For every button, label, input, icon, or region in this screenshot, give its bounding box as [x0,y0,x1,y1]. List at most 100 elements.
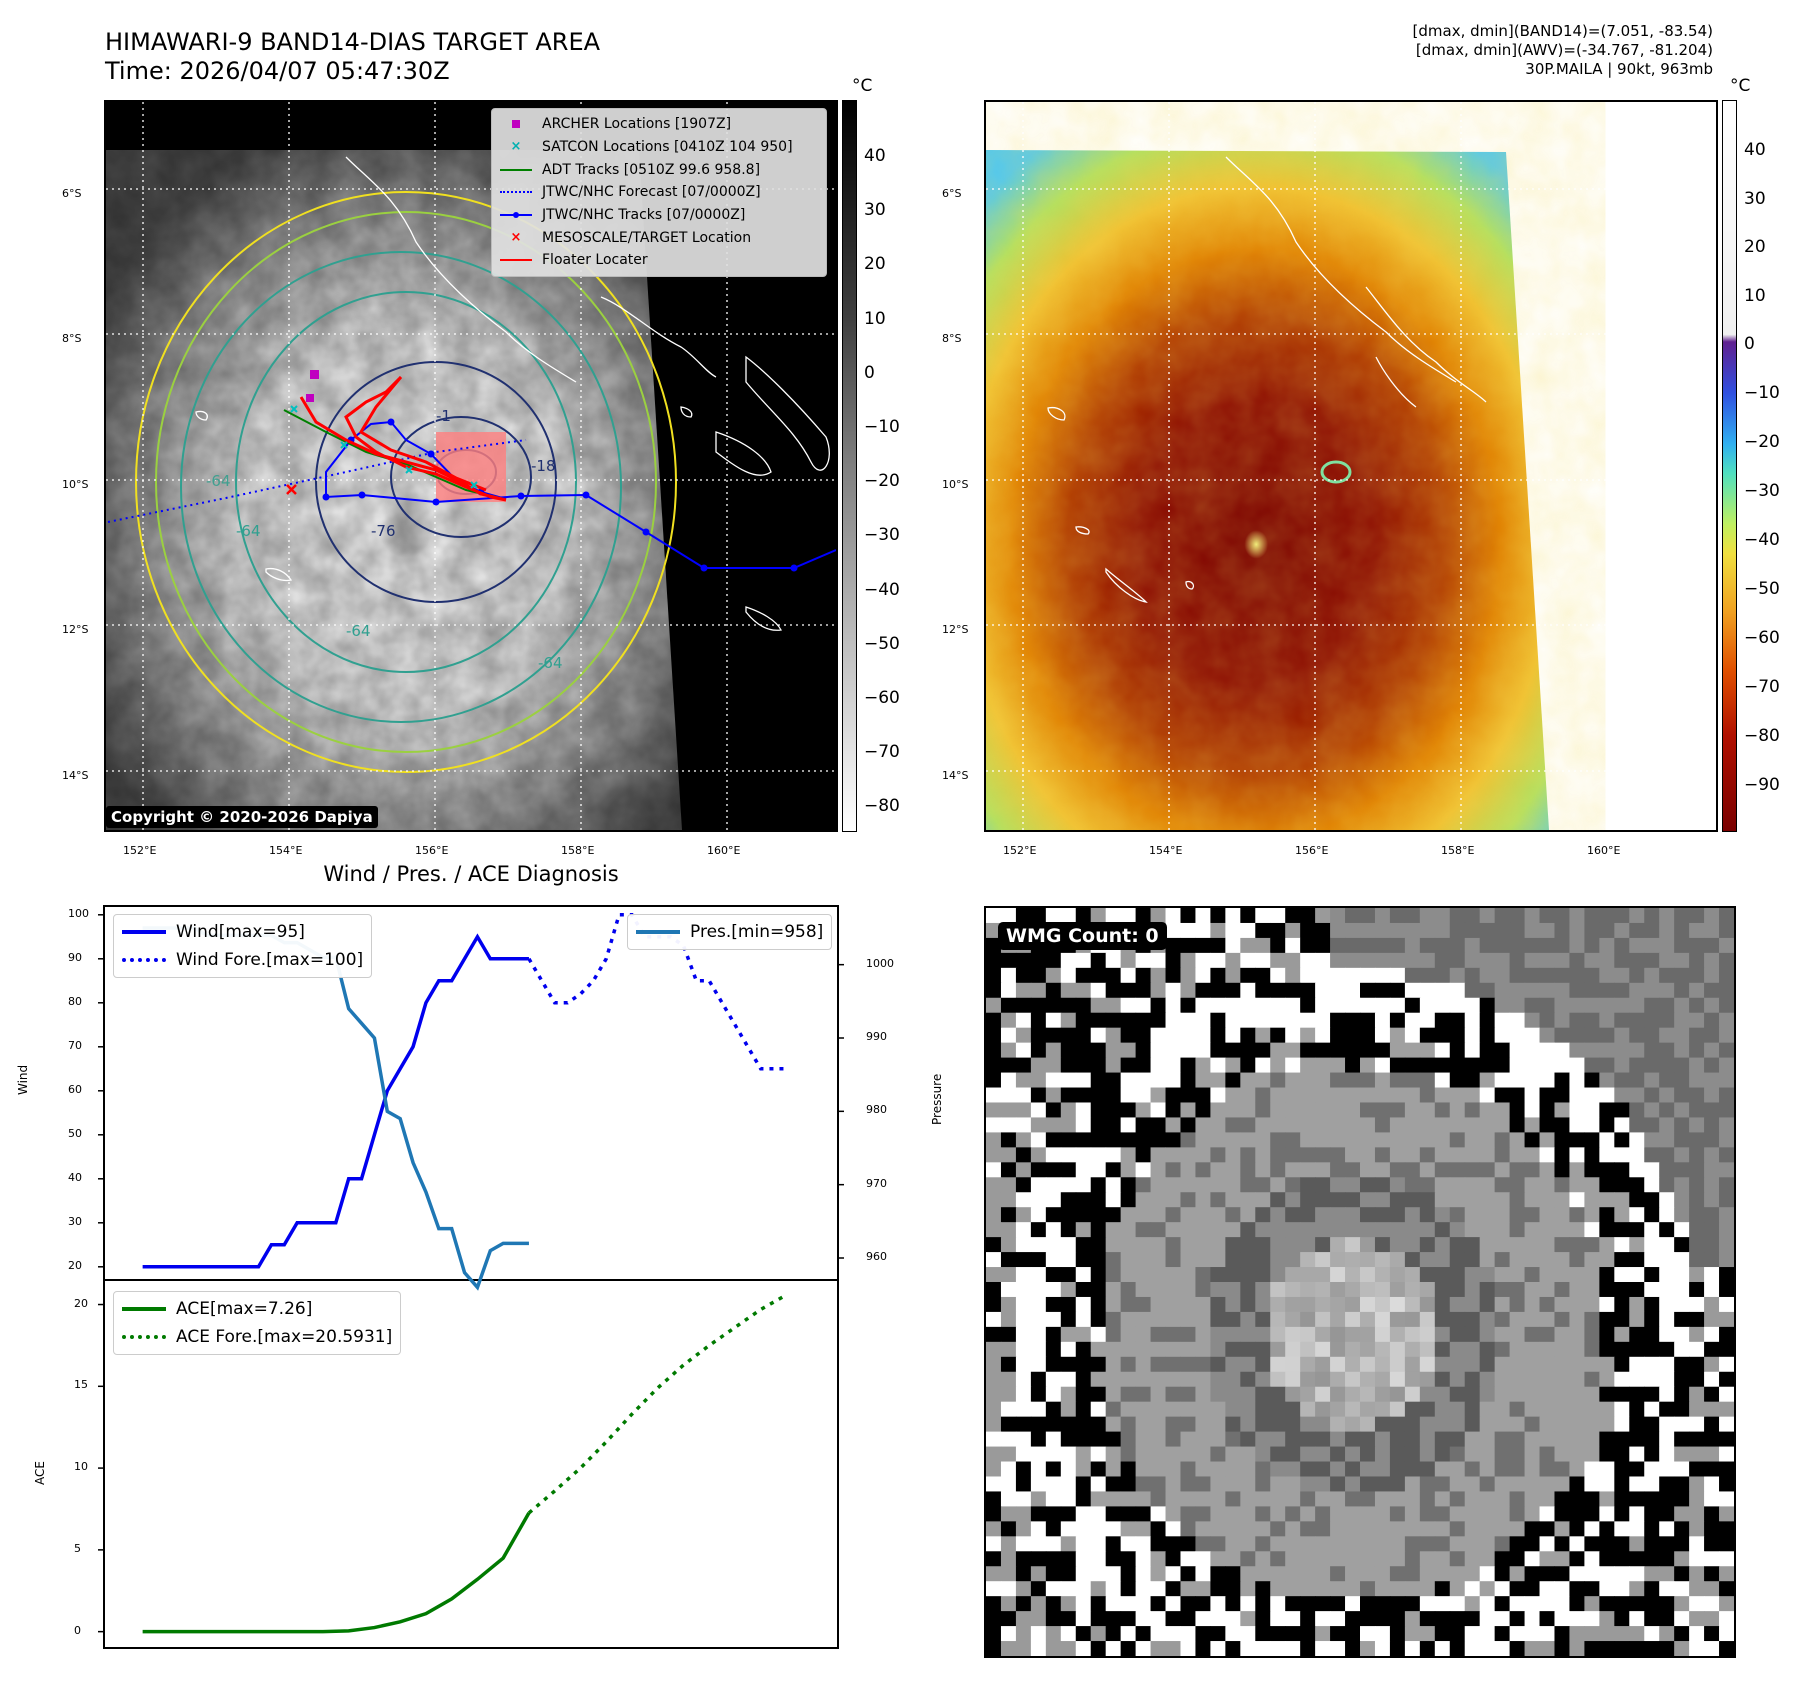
wmg-pixel [1539,1117,1555,1133]
wmg-pixel [1494,1237,1511,1253]
wmg-pixel [1554,1027,1570,1044]
stats-block: [dmax, dmin](BAND14)=(7.051, -83.54) [dm… [1413,22,1713,79]
wmg-pixel [1584,1551,1600,1567]
wmg-pixel [1240,1012,1256,1029]
wmg-pixel [1240,1566,1256,1582]
wmg-pixel [1599,1192,1615,1208]
wmg-pixel [1419,1192,1436,1208]
wmg-pixel [1389,1311,1406,1328]
wmg-pixel [1165,1581,1181,1597]
wmg-pixel [1045,1341,1062,1358]
wmg-pixel [1569,1611,1585,1627]
wmg-pixel [1509,1222,1526,1238]
wmg-pixel [1240,922,1256,939]
wmg-pixel [1404,1057,1421,1074]
wmg-pixel [1419,922,1436,939]
wmg-pixel [1060,1446,1077,1463]
wmg-pixel [1404,997,1421,1014]
lon-tick-label: 154°E [269,844,303,857]
wmg-pixel [1554,1117,1570,1133]
wmg-pixel [1584,1132,1600,1148]
wmg-pixel [1165,922,1181,939]
wmg-pixel [1509,1416,1526,1433]
wmg-pixel [1105,1536,1122,1552]
wmg-pixel [1180,1177,1196,1193]
colorbar-tick-label: −60 [1744,628,1780,648]
stats-line-3: 30P.MAILA | 90kt, 963mb [1525,60,1713,78]
wmg-pixel [1255,1506,1271,1522]
pressure-axis-label: Pressure [930,1073,944,1125]
wmg-pixel [1150,1027,1167,1044]
wmg-pixel [1210,1282,1226,1298]
wmg-pixel [1689,1057,1705,1074]
wmg-pixel [1000,1117,1017,1133]
wmg-pixel [1464,1626,1481,1642]
wmg-pixel [986,1267,1002,1283]
wmg-pixel [1195,1057,1211,1074]
wmg-pixel [1674,952,1690,969]
wmg-pixel [1704,922,1720,939]
wmg-pixel [1315,1641,1331,1656]
wmg-pixel [1599,1282,1615,1298]
wmg-pixel [1090,1596,1107,1612]
wmg-pixel [1449,1267,1466,1283]
wmg-pixel [1360,1626,1376,1642]
contour-label: -64 [346,622,371,640]
wmg-pixel [1210,1252,1226,1268]
wmg-pixel [1045,1087,1062,1103]
wmg-pixel [1165,1177,1181,1193]
wmg-pixel [1614,1566,1630,1582]
wmg-pixel [1614,1027,1630,1044]
wmg-pixel [1045,1072,1062,1089]
wmg-pixel [1374,1296,1391,1313]
wmg-pixel [1090,1117,1107,1133]
wmg-pixel [1000,1252,1017,1268]
wmg-pixel [1674,1626,1690,1642]
wmg-pixel [1315,1431,1331,1448]
wmg-pixel [1404,967,1421,984]
wmg-pixel [1135,1282,1152,1298]
wmg-pixel [1255,1027,1271,1044]
wmg-pixel [1449,1162,1466,1178]
wmg-pixel [1255,1416,1271,1433]
wmg-pixel [1285,1461,1301,1477]
lat-tick-label: 8°S [62,332,82,345]
wmg-pixel [1374,1566,1391,1582]
wmg-pixel [1689,1072,1705,1089]
wmg-pixel [1494,1551,1511,1567]
wmg-pixel [1719,1401,1734,1418]
wmg-pixel [1539,1401,1555,1418]
wmg-pixel [1614,1192,1630,1208]
wmg-pixel [1674,937,1690,954]
wmg-pixel [1165,1626,1181,1642]
wmg-pixel [1389,1446,1406,1463]
wmg-pixel [1300,1611,1316,1627]
wmg-pixel [1105,908,1122,924]
wmg-pixel [1255,1386,1271,1403]
wmg-pixel [1045,1626,1062,1642]
lon-tick-label: 152°E [123,844,157,857]
wmg-pixel [1255,1207,1271,1223]
wmg-pixel [986,1177,1002,1193]
wmg-pixel [1629,1207,1645,1223]
lat-tick-label: 8°S [942,332,962,345]
wmg-pixel [1644,1042,1660,1059]
wmg-pixel [986,952,1002,969]
wmg-pixel [1060,1611,1077,1627]
wmg-pixel [986,1491,1002,1507]
wmg-pixel [1300,1267,1316,1283]
wmg-pixel [1225,997,1241,1014]
wmg-pixel [1270,1162,1286,1178]
wmg-pixel [1360,1057,1376,1074]
wmg-pixel [1554,1132,1570,1148]
wmg-pixel [1225,1326,1241,1343]
wmg-pixel [1285,1102,1301,1118]
wmg-pixel [1225,1341,1241,1358]
wmg-pixel [1704,1222,1720,1238]
wmg-pixel [1285,1446,1301,1463]
wmg-pixel [1614,1311,1630,1328]
wmg-pixel [1719,1192,1734,1208]
wmg-pixel [1629,1491,1645,1507]
wmg-pixel [1464,1386,1481,1403]
wmg-pixel [1569,1057,1585,1074]
